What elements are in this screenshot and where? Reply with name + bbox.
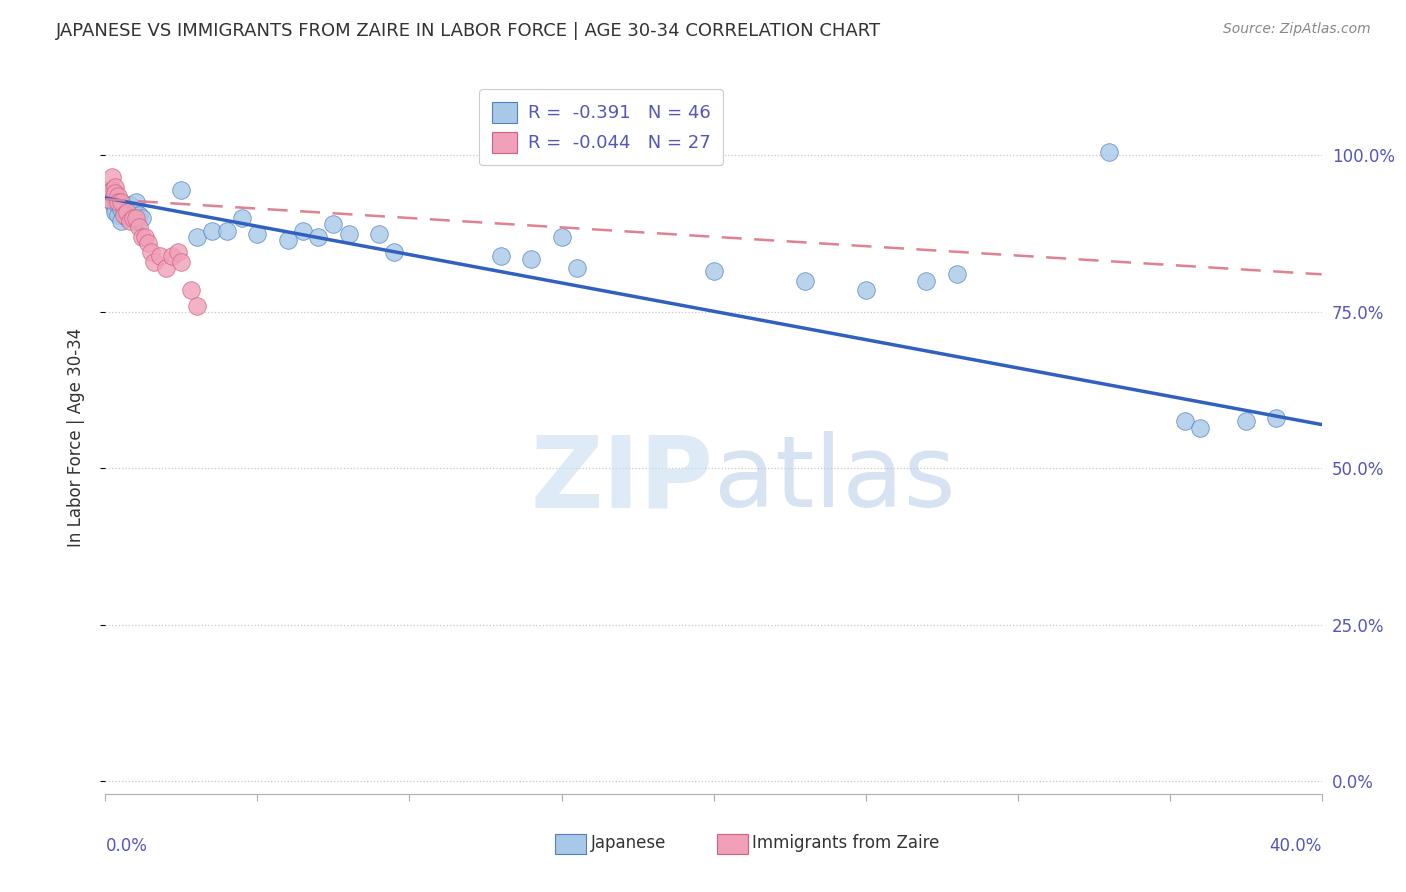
Point xyxy=(277,233,299,247)
Text: Immigrants from Zaire: Immigrants from Zaire xyxy=(752,834,939,852)
Point xyxy=(112,208,135,222)
Point xyxy=(107,189,129,203)
Point xyxy=(307,229,329,244)
Text: 0.0%: 0.0% xyxy=(105,837,148,855)
Point xyxy=(186,229,208,244)
Point xyxy=(382,245,405,260)
Point xyxy=(112,202,135,216)
Point xyxy=(100,195,122,210)
Point xyxy=(337,227,360,241)
Point xyxy=(100,183,122,197)
Text: ZIP: ZIP xyxy=(530,432,713,528)
Point xyxy=(1098,145,1121,160)
Point xyxy=(322,217,344,231)
Point xyxy=(520,252,543,266)
Point xyxy=(107,198,129,212)
Point xyxy=(118,198,141,212)
Point xyxy=(217,223,239,237)
Point xyxy=(125,211,148,225)
Point xyxy=(125,195,148,210)
Point xyxy=(131,211,153,225)
Point xyxy=(246,227,269,241)
Text: 40.0%: 40.0% xyxy=(1270,837,1322,855)
Point xyxy=(118,208,141,222)
Point xyxy=(368,227,391,241)
Point xyxy=(945,268,967,282)
Point xyxy=(115,211,138,225)
Point xyxy=(1265,411,1288,425)
Point xyxy=(201,223,224,237)
Point xyxy=(170,255,193,269)
Point xyxy=(143,255,166,269)
Point xyxy=(97,189,120,203)
Point xyxy=(125,214,148,228)
Point xyxy=(550,229,572,244)
Point xyxy=(121,204,143,219)
Point xyxy=(110,214,132,228)
Point xyxy=(97,192,120,206)
Point xyxy=(100,183,122,197)
Point xyxy=(107,195,129,210)
Point xyxy=(97,192,120,206)
Point xyxy=(1174,414,1197,428)
Point xyxy=(103,186,125,200)
Point xyxy=(292,223,315,237)
Point xyxy=(128,220,150,235)
Point xyxy=(167,245,190,260)
Point xyxy=(115,204,138,219)
Y-axis label: In Labor Force | Age 30-34: In Labor Force | Age 30-34 xyxy=(66,327,84,547)
Point xyxy=(128,208,150,222)
Point xyxy=(139,245,162,260)
Point xyxy=(162,248,184,262)
Point xyxy=(103,202,125,216)
Point xyxy=(107,208,129,222)
Point xyxy=(231,211,253,225)
Point xyxy=(131,229,153,244)
Point xyxy=(103,179,125,194)
Point xyxy=(110,195,132,210)
Point xyxy=(855,283,877,297)
Point xyxy=(118,214,141,228)
Text: Japanese: Japanese xyxy=(591,834,666,852)
Point xyxy=(100,170,122,185)
Point xyxy=(489,248,512,262)
Point xyxy=(170,183,193,197)
Point xyxy=(136,235,159,250)
Point xyxy=(97,186,120,200)
Point xyxy=(702,264,725,278)
Point xyxy=(155,261,177,276)
Point xyxy=(1234,414,1257,428)
Text: JAPANESE VS IMMIGRANTS FROM ZAIRE IN LABOR FORCE | AGE 30-34 CORRELATION CHART: JAPANESE VS IMMIGRANTS FROM ZAIRE IN LAB… xyxy=(56,22,882,40)
Point xyxy=(134,229,156,244)
Text: Source: ZipAtlas.com: Source: ZipAtlas.com xyxy=(1223,22,1371,37)
Point xyxy=(103,204,125,219)
Text: atlas: atlas xyxy=(713,432,955,528)
Point xyxy=(180,283,202,297)
Point xyxy=(121,211,143,225)
Point xyxy=(110,202,132,216)
Point xyxy=(1188,420,1211,434)
Point xyxy=(915,274,938,288)
Point xyxy=(793,274,815,288)
Point xyxy=(149,248,172,262)
Legend: R =  -0.391   N = 46, R =  -0.044   N = 27: R = -0.391 N = 46, R = -0.044 N = 27 xyxy=(479,89,724,165)
Point xyxy=(186,299,208,313)
Point xyxy=(565,261,588,276)
